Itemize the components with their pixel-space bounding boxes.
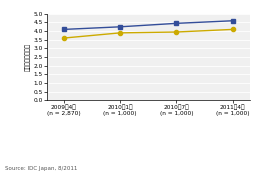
Text: Source: IDC Japan, 8/2011: Source: IDC Japan, 8/2011 [5,166,77,171]
ポータブルPC [62,37,65,39]
デスクトップPC [231,20,234,22]
ポータブルPC [231,28,234,30]
ポータブルPC [175,31,178,33]
Line: ポータブルPC: ポータブルPC [62,27,235,40]
ポータブルPC [119,32,122,34]
デスクトップPC [62,28,65,30]
Y-axis label: （平均利用年数）: （平均利用年数） [25,43,30,71]
Line: デスクトップPC: デスクトップPC [62,19,235,31]
デスクトップPC [175,22,178,24]
デスクトップPC [119,26,122,28]
